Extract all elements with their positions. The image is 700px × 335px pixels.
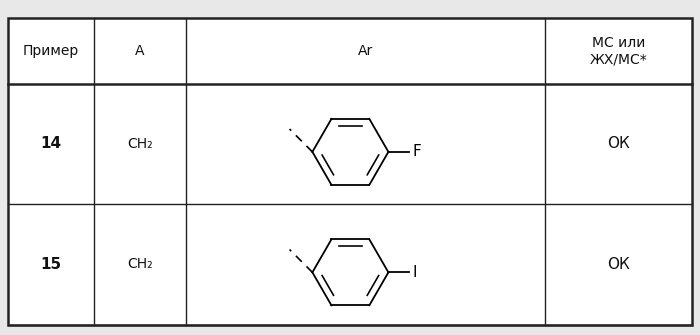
Bar [545, 18, 692, 84]
Text: CH₂: CH₂ [127, 137, 153, 151]
Text: CH₂: CH₂ [127, 257, 153, 271]
Bar [94, 18, 186, 84]
Bar [186, 18, 545, 84]
Bar [94, 84, 186, 204]
Bar [186, 204, 545, 325]
Text: 15: 15 [40, 257, 62, 272]
Text: Пример: Пример [22, 44, 79, 58]
Text: A: A [135, 44, 144, 58]
Text: I: I [412, 265, 416, 280]
Text: 14: 14 [40, 136, 62, 151]
Text: ОК: ОК [607, 136, 630, 151]
Bar [8, 18, 94, 84]
Bar [8, 84, 94, 204]
Text: МС или
ЖХ/МС*: МС или ЖХ/МС* [589, 36, 648, 66]
Bar [8, 204, 94, 325]
Bar [94, 204, 186, 325]
Text: F: F [412, 144, 421, 159]
Bar [545, 204, 692, 325]
Bar [545, 84, 692, 204]
Text: ОК: ОК [607, 257, 630, 272]
Bar [186, 84, 545, 204]
Text: Ar: Ar [358, 44, 373, 58]
